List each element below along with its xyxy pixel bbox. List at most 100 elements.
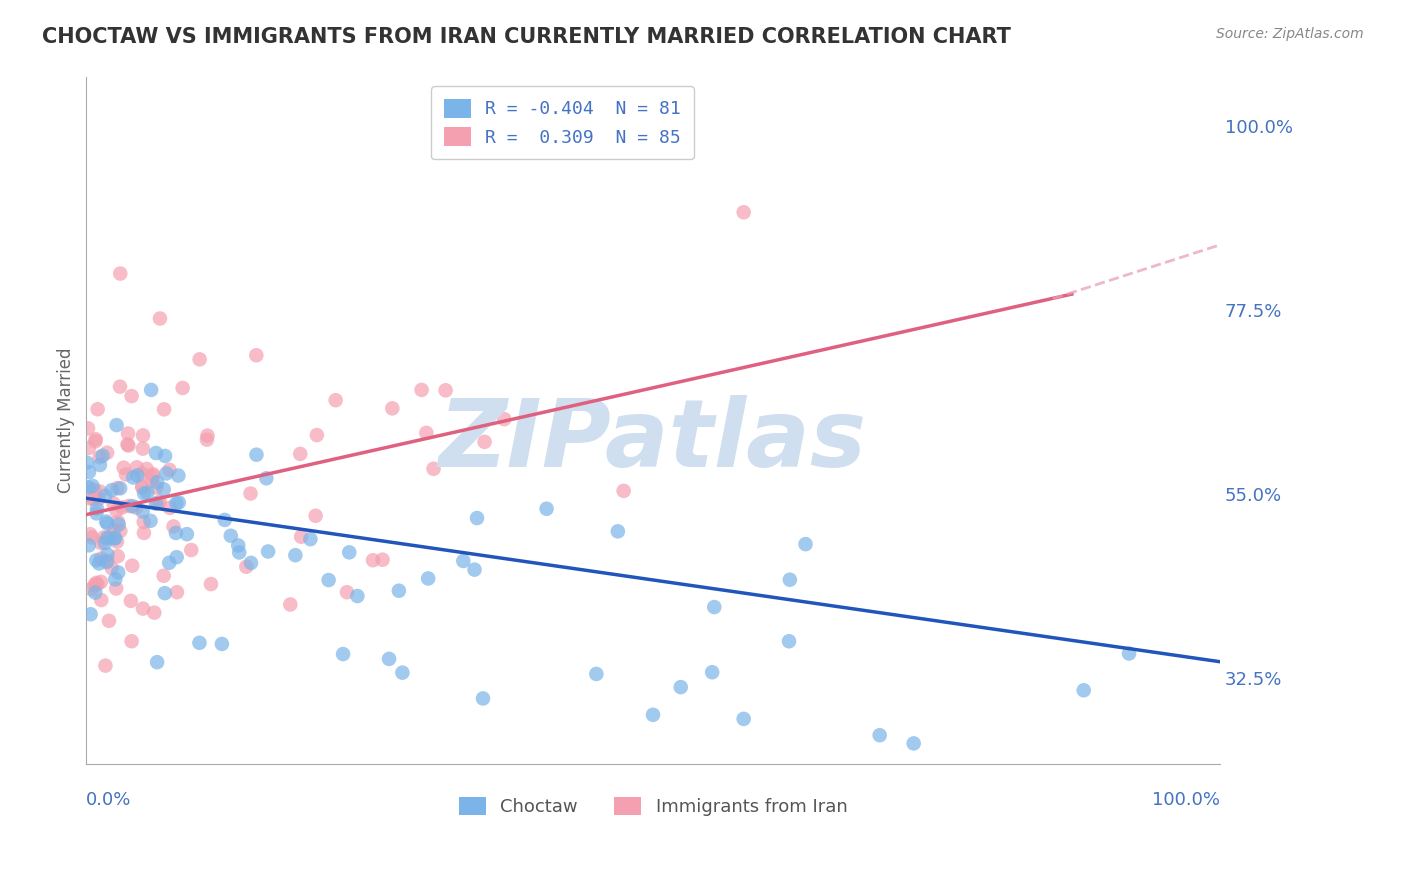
- Point: [77, 421, 100, 435]
- Point: [131, 479, 153, 493]
- Point: [136, 485, 159, 500]
- Point: [211, 637, 233, 651]
- Point: [80, 582, 103, 597]
- Point: [464, 563, 486, 577]
- Point: [76, 456, 98, 470]
- Point: [145, 480, 167, 494]
- Point: [86, 553, 108, 567]
- Point: [145, 446, 167, 460]
- Point: [90, 536, 112, 550]
- Point: [166, 585, 188, 599]
- Point: [131, 504, 153, 518]
- Point: [472, 691, 495, 706]
- Point: [103, 524, 125, 538]
- Point: [188, 636, 211, 650]
- Point: [152, 483, 174, 497]
- Point: [153, 449, 176, 463]
- Point: [536, 501, 558, 516]
- Point: [125, 500, 148, 515]
- Point: [245, 348, 267, 362]
- Point: [245, 448, 267, 462]
- Point: [254, 471, 277, 485]
- Point: [108, 481, 131, 495]
- Point: [83, 483, 105, 497]
- Point: [332, 647, 354, 661]
- Point: [145, 497, 167, 511]
- Point: [336, 585, 359, 599]
- Point: [131, 467, 153, 481]
- Point: [453, 554, 475, 568]
- Point: [134, 486, 156, 500]
- Point: [465, 511, 488, 525]
- Point: [474, 434, 496, 449]
- Point: [159, 500, 181, 515]
- Point: [214, 513, 236, 527]
- Point: [141, 383, 163, 397]
- Point: [105, 504, 128, 518]
- Point: [146, 496, 169, 510]
- Point: [77, 480, 100, 494]
- Point: [434, 384, 457, 398]
- Point: [115, 467, 138, 482]
- Point: [290, 530, 312, 544]
- Point: [146, 475, 169, 490]
- Point: [381, 401, 404, 416]
- Point: [121, 389, 143, 403]
- Point: [86, 501, 108, 516]
- Point: [79, 491, 101, 506]
- Point: [94, 515, 117, 529]
- Point: [702, 665, 724, 680]
- Point: [143, 606, 166, 620]
- Point: [779, 573, 801, 587]
- Point: [167, 495, 190, 509]
- Point: [778, 634, 800, 648]
- Point: [122, 470, 145, 484]
- Point: [415, 425, 437, 440]
- Point: [118, 499, 141, 513]
- Point: [869, 728, 891, 742]
- Point: [195, 433, 218, 447]
- Point: [669, 680, 692, 694]
- Point: [1073, 683, 1095, 698]
- Point: [87, 557, 110, 571]
- Point: [305, 428, 328, 442]
- Legend: Choctaw, Immigrants from Iran: Choctaw, Immigrants from Iran: [451, 789, 855, 823]
- Point: [157, 556, 180, 570]
- Point: [90, 593, 112, 607]
- Point: [96, 554, 118, 568]
- Point: [132, 442, 155, 456]
- Point: [132, 525, 155, 540]
- Point: [79, 607, 101, 622]
- Point: [105, 534, 128, 549]
- Point: [176, 527, 198, 541]
- Point: [86, 577, 108, 591]
- Point: [97, 531, 120, 545]
- Point: [131, 480, 153, 494]
- Point: [84, 434, 107, 449]
- Point: [120, 594, 142, 608]
- Point: [141, 474, 163, 488]
- Point: [82, 530, 104, 544]
- Point: [1118, 647, 1140, 661]
- Point: [121, 558, 143, 573]
- Point: [104, 572, 127, 586]
- Point: [149, 311, 172, 326]
- Point: [239, 556, 262, 570]
- Point: [94, 489, 117, 503]
- Y-axis label: Currently Married: Currently Married: [58, 348, 75, 493]
- Point: [121, 499, 143, 513]
- Point: [132, 601, 155, 615]
- Point: [110, 524, 132, 538]
- Point: [172, 381, 194, 395]
- Point: [155, 467, 177, 481]
- Point: [422, 462, 444, 476]
- Point: [257, 544, 280, 558]
- Point: [641, 707, 664, 722]
- Point: [101, 561, 124, 575]
- Point: [90, 551, 112, 566]
- Point: [337, 545, 360, 559]
- Point: [117, 438, 139, 452]
- Point: [125, 460, 148, 475]
- Point: [103, 531, 125, 545]
- Point: [110, 267, 132, 281]
